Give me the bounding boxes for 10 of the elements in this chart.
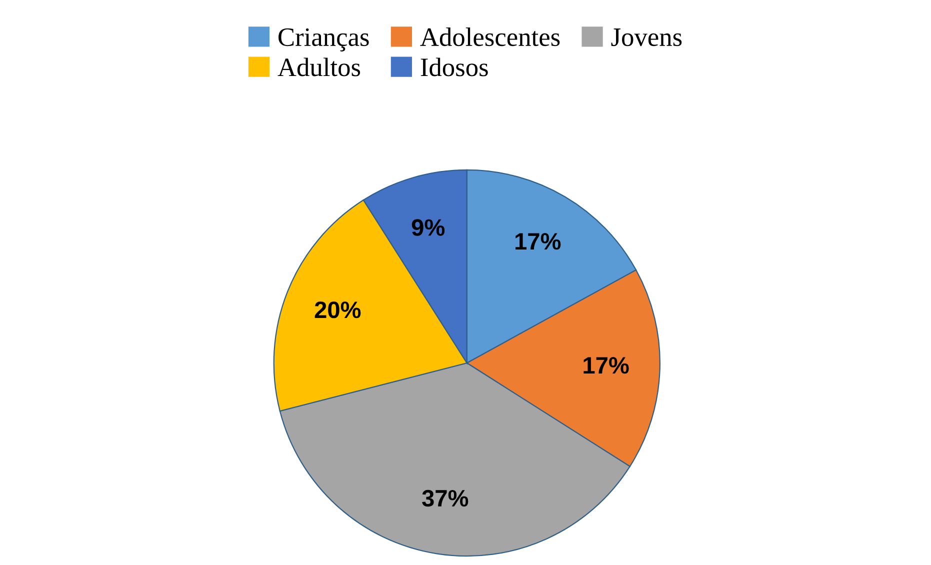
data-label: 37% — [422, 490, 468, 507]
data-label: 20% — [314, 301, 361, 318]
data-label: 17% — [584, 357, 629, 374]
legend-label: Adultos — [278, 58, 360, 76]
legend-label: Idosos — [420, 58, 488, 76]
legend-label: Crianças — [278, 28, 369, 52]
legend-label: Adolescentes — [420, 28, 560, 46]
data-label: 9% — [412, 219, 445, 236]
data-label: 17% — [516, 233, 561, 250]
legend-label: Jovens — [611, 28, 682, 46]
